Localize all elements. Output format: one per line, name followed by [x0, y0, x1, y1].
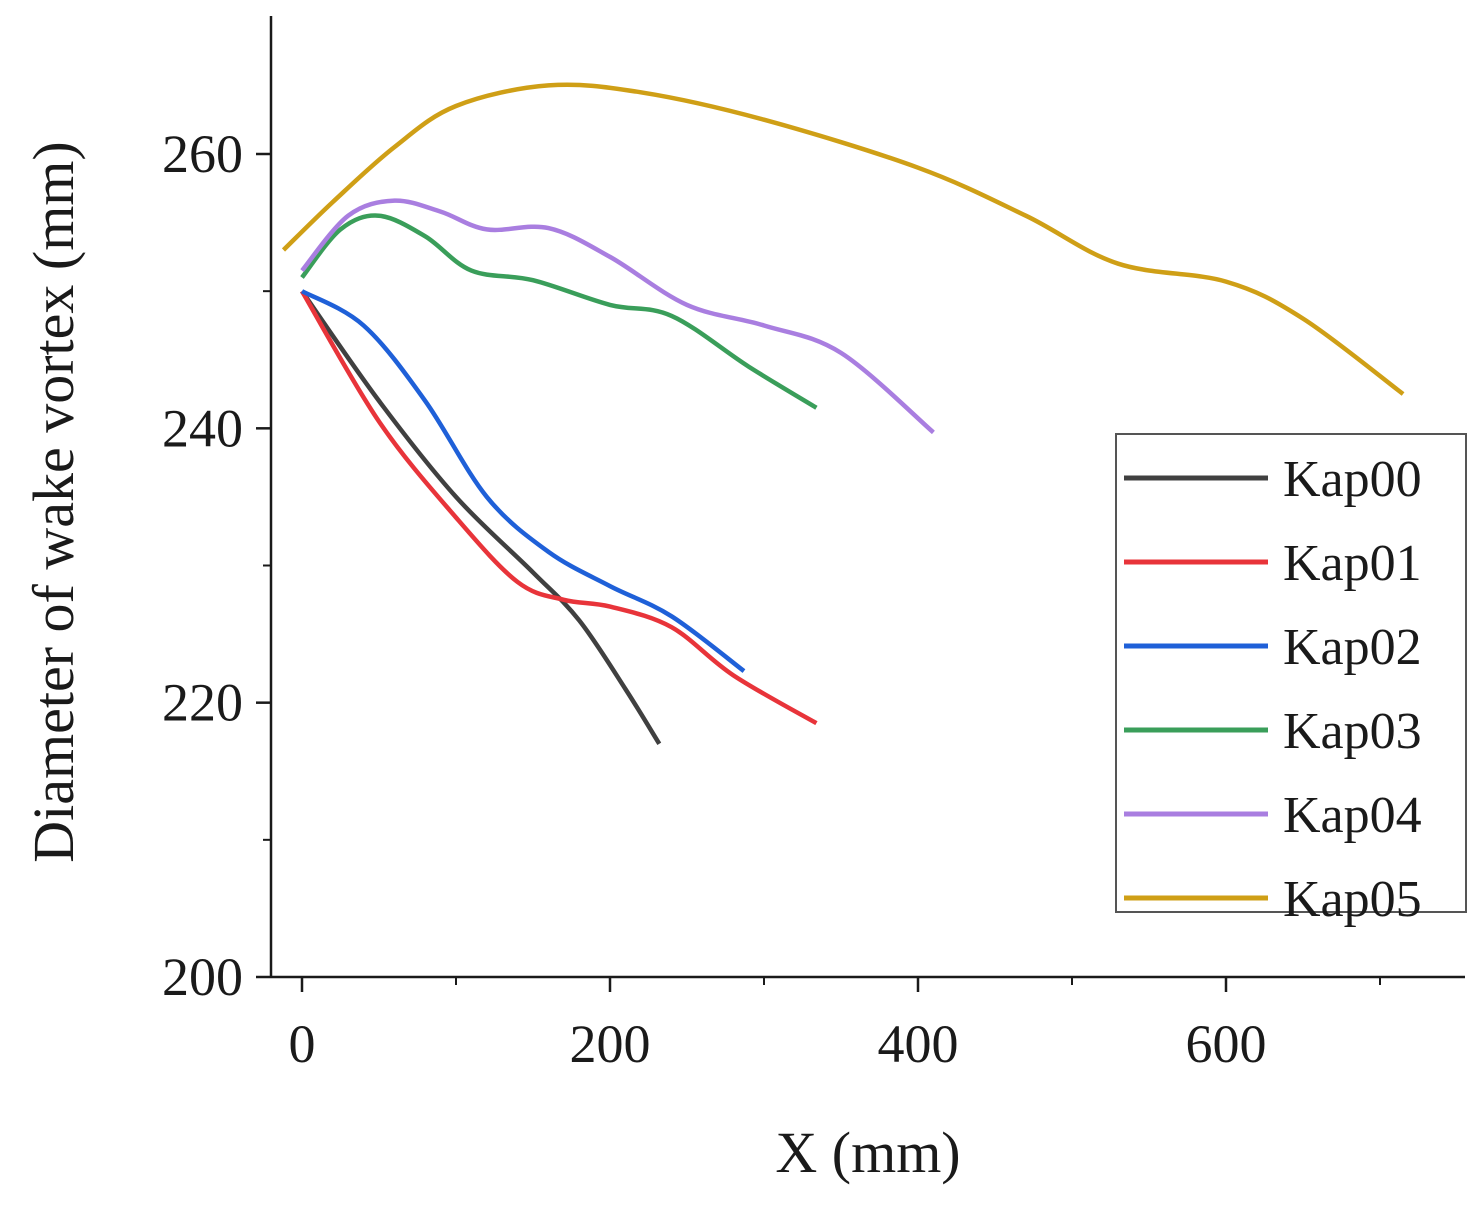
legend-label-kap02: Kap02	[1283, 619, 1422, 676]
legend-box	[1115, 433, 1467, 913]
series-line-kap04	[300, 198, 935, 435]
y-tick-label-200: 200	[162, 947, 243, 1007]
legend-label-kap04: Kap04	[1283, 787, 1422, 844]
tick-marks	[256, 152, 1381, 992]
series-line-kap00	[300, 289, 662, 745]
legend: Kap00 Kap01 Kap02 Kap03 Kap04 Kap05	[1115, 433, 1467, 928]
y-tick-label-240: 240	[162, 398, 243, 458]
y-tick-label-220: 220	[162, 673, 243, 733]
y-tick-label-260: 260	[162, 124, 243, 184]
tick-labels: 0 200 400 600 200 220 240 260	[162, 124, 1267, 1074]
x-tick-label-0: 0	[289, 1014, 316, 1074]
x-tick-label-400: 400	[878, 1014, 959, 1074]
legend-label-kap00: Kap00	[1283, 451, 1422, 508]
legend-label-kap05: Kap05	[1283, 871, 1422, 928]
x-axis-title: X (mm)	[775, 1120, 960, 1185]
series-line-kap02	[300, 289, 746, 673]
series-line-kap05	[281, 82, 1405, 396]
x-tick-label-600: 600	[1186, 1014, 1267, 1074]
y-axis-title: Diameter of wake vortex (mm)	[21, 141, 86, 863]
series-line-kap03	[300, 213, 818, 410]
legend-label-kap03: Kap03	[1283, 703, 1422, 760]
axes	[269, 16, 1465, 979]
legend-label-kap01: Kap01	[1283, 535, 1422, 592]
series-line-kap01	[300, 290, 818, 726]
x-tick-label-200: 200	[570, 1014, 651, 1074]
series-layer	[281, 82, 1405, 745]
